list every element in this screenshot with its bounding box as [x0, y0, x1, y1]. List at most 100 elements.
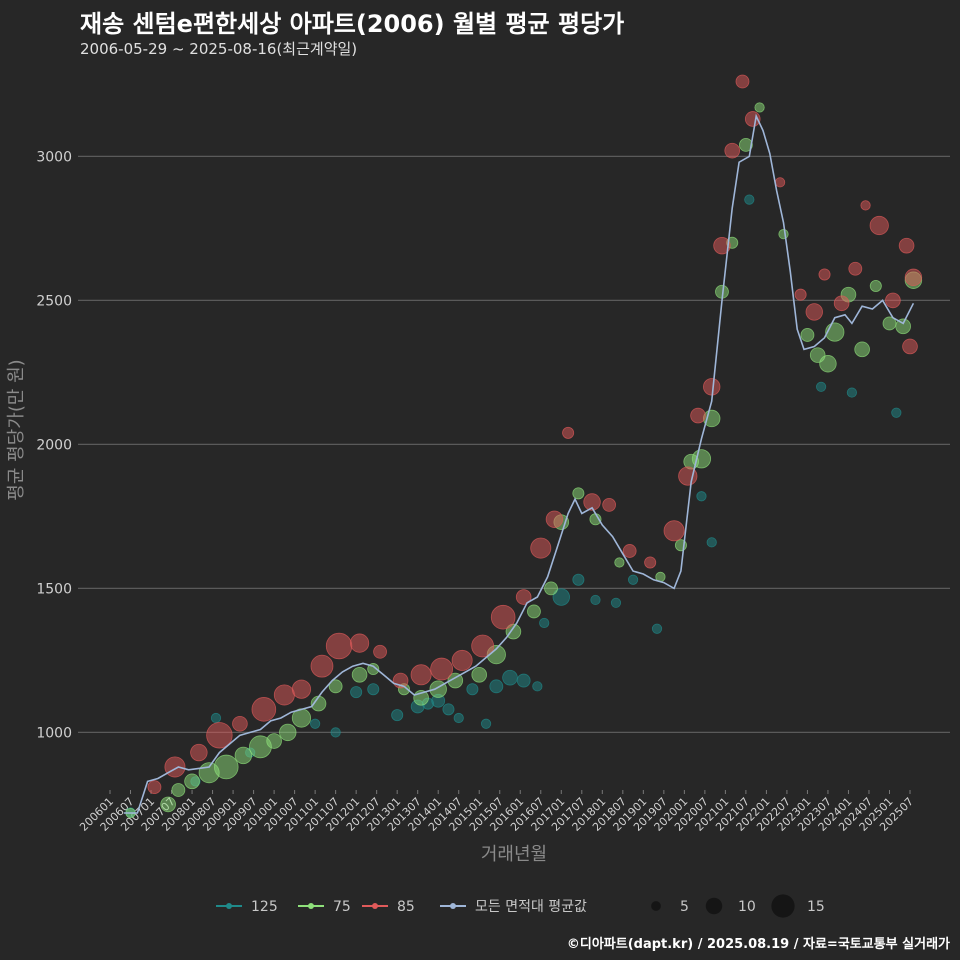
- point-85: [530, 537, 552, 559]
- point-75: [895, 318, 911, 335]
- point-85: [622, 544, 637, 558]
- legend-label: 모든 면적대 평균값: [475, 899, 587, 915]
- point-85: [310, 654, 334, 678]
- point-85: [325, 632, 353, 660]
- point-75: [614, 557, 625, 568]
- point-75: [266, 733, 282, 749]
- point-85: [291, 679, 312, 699]
- point-125: [610, 597, 622, 608]
- y-tick-label: 1500: [36, 581, 72, 597]
- point-75: [544, 581, 558, 596]
- point-85: [373, 644, 387, 659]
- point-75: [754, 102, 765, 113]
- point-75: [738, 137, 753, 152]
- legend-dot: [308, 903, 314, 909]
- point-85: [818, 268, 831, 281]
- point-125: [480, 718, 492, 729]
- point-85: [273, 684, 295, 706]
- legend-dot: [450, 903, 456, 909]
- point-85: [602, 497, 617, 512]
- point-85: [703, 378, 721, 396]
- y-tick-label: 1000: [36, 725, 72, 741]
- point-85: [678, 466, 698, 486]
- legend-size-circle: [705, 897, 723, 915]
- point-85: [583, 493, 601, 511]
- point-125: [696, 491, 707, 502]
- scatter-points: [125, 74, 923, 819]
- point-125: [846, 387, 857, 398]
- point-85: [860, 200, 871, 211]
- x-axis-ticks: 2006012006072007012007072008012008072009…: [77, 790, 916, 834]
- legend-label: 85: [397, 899, 415, 915]
- y-axis-ticks: 1000 1500 2000 2500 3000: [36, 149, 72, 741]
- x-axis-title: 거래년월: [481, 844, 547, 865]
- point-125: [627, 574, 639, 585]
- grid-lines: [78, 155, 950, 734]
- point-85: [774, 177, 786, 188]
- point-125: [590, 594, 601, 606]
- point-75: [351, 666, 368, 683]
- point-85: [430, 657, 454, 681]
- point-75: [328, 679, 343, 694]
- point-85: [713, 236, 731, 255]
- legend-size-label: 10: [738, 899, 756, 915]
- point-125: [651, 623, 663, 634]
- point-85: [794, 288, 807, 301]
- legend-label: 75: [333, 899, 351, 915]
- point-75: [160, 796, 176, 813]
- point-125: [502, 669, 518, 686]
- average-line: [123, 113, 915, 814]
- point-85: [805, 303, 823, 321]
- point-85: [451, 649, 473, 671]
- point-75: [691, 449, 712, 469]
- point-75: [854, 341, 870, 358]
- point-85: [644, 556, 657, 569]
- point-125: [744, 194, 755, 205]
- point-85: [724, 142, 741, 159]
- legend-dot: [226, 903, 232, 909]
- point-75: [819, 355, 837, 373]
- y-tick-label: 3000: [36, 149, 72, 165]
- point-125: [453, 712, 464, 724]
- point-125: [391, 709, 404, 722]
- y-tick-label: 2500: [36, 293, 72, 309]
- point-85: [190, 743, 208, 762]
- point-85: [147, 780, 162, 795]
- point-125: [442, 703, 455, 716]
- point-125: [552, 588, 570, 606]
- point-125: [516, 673, 531, 688]
- point-125: [310, 718, 321, 729]
- point-85: [904, 268, 923, 287]
- point-85: [206, 722, 233, 749]
- point-85: [232, 715, 248, 732]
- point-85: [471, 634, 495, 658]
- point-75: [279, 723, 297, 742]
- y-tick-label: 2000: [36, 437, 72, 453]
- chart-title: 재송 센텀e편한세상 아파트(2006) 월별 평균 평당가: [80, 10, 625, 38]
- point-75: [447, 672, 464, 689]
- legend-size-circle: [771, 894, 795, 918]
- point-85: [164, 756, 186, 778]
- point-75: [471, 666, 488, 683]
- point-85: [562, 426, 575, 439]
- point-125: [210, 712, 222, 724]
- point-125: [816, 381, 827, 392]
- point-125: [539, 617, 550, 629]
- legend: 125 75 85 모든 면적대 평균값 5 10 15: [216, 894, 825, 918]
- point-85: [833, 295, 850, 312]
- point-85: [735, 74, 750, 89]
- point-75: [171, 783, 186, 797]
- point-75: [800, 328, 815, 342]
- legend-size-circle: [651, 901, 661, 911]
- point-125: [891, 407, 902, 418]
- point-125: [572, 573, 585, 586]
- point-85: [349, 633, 370, 653]
- point-75: [869, 279, 882, 292]
- point-75: [234, 746, 253, 765]
- legend-dot: [372, 903, 378, 909]
- point-85: [902, 338, 918, 355]
- point-75: [778, 229, 789, 240]
- point-125: [350, 686, 363, 699]
- point-125: [466, 683, 479, 696]
